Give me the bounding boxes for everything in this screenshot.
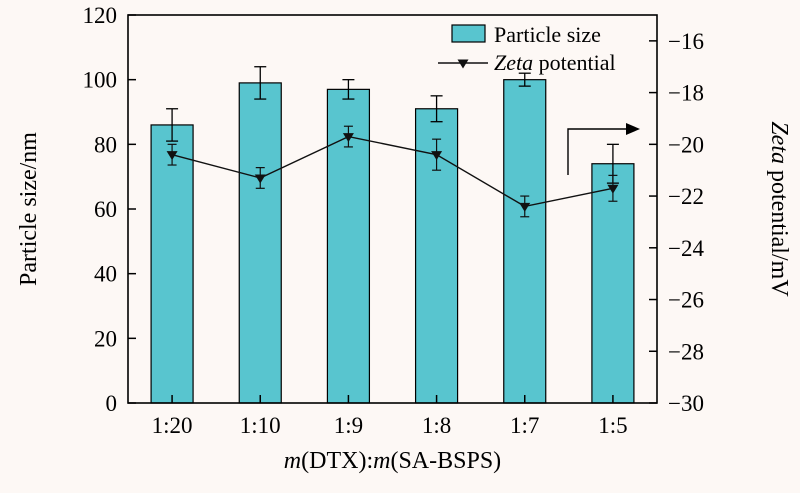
zeta-marker-icon [607,184,619,194]
particle-size-bars [150,79,635,404]
right-tick-label: −18 [668,81,704,106]
bar-1:10 [238,82,282,404]
left-tick-label: 80 [94,132,117,157]
right-tick-label: −16 [668,29,704,54]
axis-titles: Particle size/nm Zeta potential/mV m(DTX):… [16,121,792,474]
left-tick-label: 0 [106,391,118,416]
left-tick-label: 20 [94,326,117,351]
legend-label-particle-size: Particle size [494,22,601,47]
right-tick-label: −28 [668,339,704,364]
zeta-markers [166,133,619,212]
right-tick-label: −20 [668,132,704,157]
x-tick-label: 1:9 [334,413,363,438]
bar-1:20 [150,124,194,404]
left-tick-label: 120 [83,3,118,28]
zeta-marker-icon [431,151,443,161]
x-axis-title: m(DTX):m(SA-BSPS) [284,448,501,474]
right-tick-label: −24 [668,236,704,261]
right-tick-label: −30 [668,391,704,416]
zeta-marker-icon [519,202,531,212]
x-tick-label: 1:20 [152,413,193,438]
zeta-marker-icon [342,133,354,143]
zeta-line [171,135,614,208]
right-tick-label: −22 [668,184,704,209]
bar-1:7 [503,79,547,404]
left-tick-label: 60 [94,197,117,222]
legend: Particle size Zeta potential [438,22,616,75]
particle-size-error-bars [166,66,619,184]
zeta-marker-icon [254,174,266,184]
left-tick-label: 40 [94,262,117,287]
legend-marker-zeta-icon [457,59,469,69]
x-tick-label: 1:8 [422,413,451,438]
right-tick-label: −26 [668,288,704,313]
left-tick-label: 100 [83,68,118,93]
x-tick-label: 1:10 [240,413,281,438]
right-axis-title: Zeta potential/mV [766,121,792,297]
x-tick-label: 1:5 [598,413,627,438]
legend-label-zeta: Zeta potential [494,50,616,75]
x-tick-label: 1:7 [510,413,539,438]
tick-labels: 0 20 40 60 80 100 120 −16 −18 −20 −22 −24 −26 −28 −30 1… [83,3,705,438]
axis-ticks [128,14,657,404]
legend-swatch-particle-size-icon [451,24,486,43]
left-axis-title: Particle size/nm [16,132,42,286]
zeta-marker-icon [166,151,178,161]
right-axis-pointer-arrow-icon [567,123,640,175]
